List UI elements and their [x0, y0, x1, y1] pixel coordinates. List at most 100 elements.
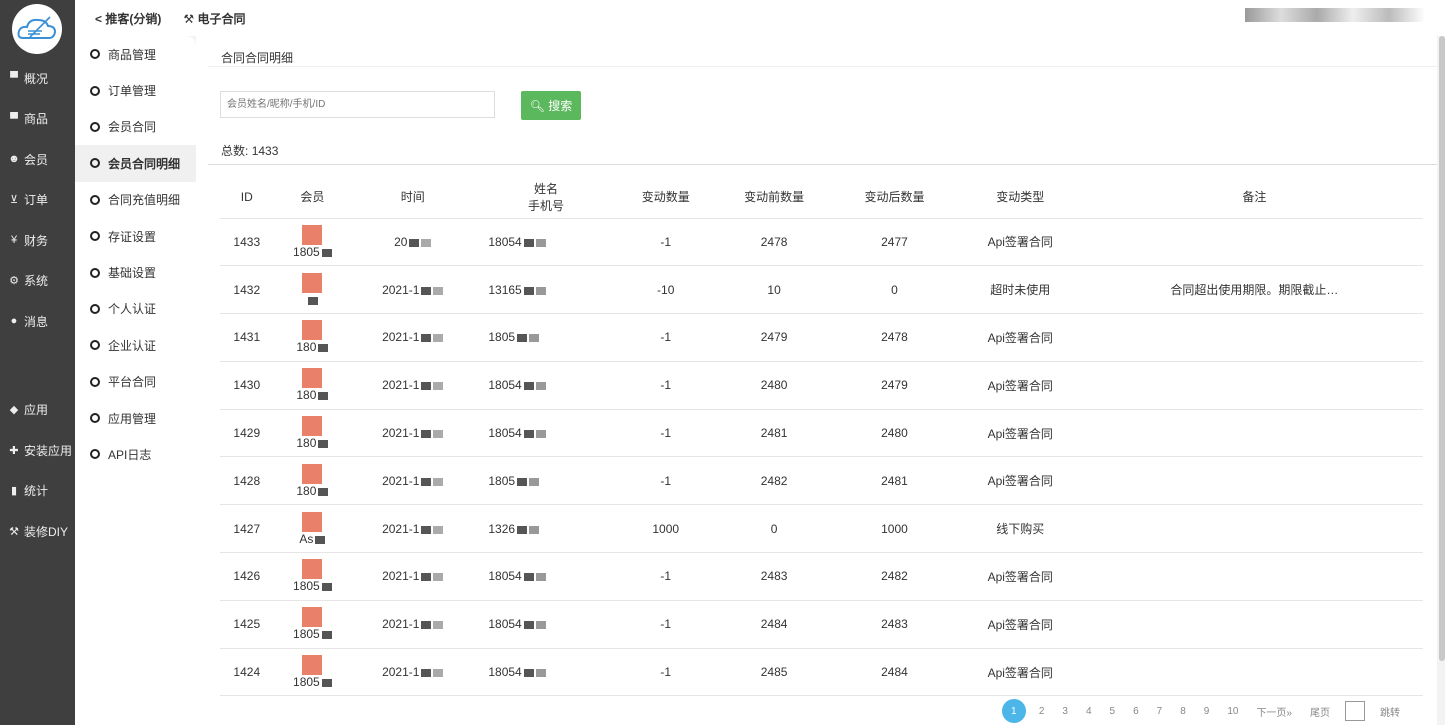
cell-change: -1	[617, 313, 714, 362]
sidebar-item[interactable]: ◆ 应用	[9, 403, 49, 418]
cell-note	[1085, 456, 1423, 506]
cell-type: Api签署合同	[954, 313, 1086, 362]
submenu-item[interactable]: 会员合同明细	[75, 145, 196, 182]
next-page[interactable]: 下一页»	[1256, 707, 1292, 719]
table-row: 1425 1805 2021-1 18054 -1 2484 2483 Api签…	[220, 600, 1423, 649]
cell-after: 2480	[834, 409, 955, 458]
cell-before: 2485	[713, 648, 835, 697]
top-nav: < 推客(分销) ⚒ 电子合同	[75, 0, 1445, 36]
cell-id: 1432	[220, 265, 274, 315]
cell-note	[1085, 313, 1423, 362]
cell-after: 2482	[834, 552, 955, 601]
page-link[interactable]: 4	[1085, 705, 1092, 717]
search-input[interactable]	[220, 91, 495, 118]
submenu-item[interactable]: 商品管理	[75, 36, 196, 72]
cell-before: 2479	[713, 313, 835, 362]
page-link[interactable]: 7	[1156, 705, 1163, 717]
cell-type: Api签署合同	[954, 218, 1086, 267]
sidebar-item[interactable]: ▮ 统计	[0, 471, 75, 512]
puzzle-icon: ✚	[9, 444, 19, 457]
submenu-item[interactable]: 企业认证	[75, 327, 196, 363]
table-row: 1424 1805 2021-1 18054 -1 2485 2484 Api签…	[220, 648, 1423, 697]
page-link[interactable]: 5	[1109, 705, 1116, 717]
cell-member: 1805	[273, 218, 352, 267]
avatar	[302, 655, 323, 676]
cell-change: -1	[617, 648, 714, 697]
topnav-referral[interactable]: < 推客(分销)	[95, 11, 162, 26]
page-link[interactable]: 6	[1133, 705, 1139, 717]
last-page[interactable]: 尾页	[1310, 707, 1330, 719]
cell-type: Api签署合同	[954, 456, 1086, 506]
sidebar-item[interactable]: ▀ 概况	[0, 58, 75, 99]
table-row: 1431 180 2021-1 1805 -1 2479 2478 Api签署合…	[220, 313, 1423, 362]
submenu-item[interactable]: 存证设置	[75, 218, 196, 254]
cell-time: 2021-1	[351, 265, 475, 315]
cell-phone: 18054	[474, 600, 618, 649]
page-link[interactable]: 2	[1038, 705, 1045, 717]
page-link[interactable]: 10	[1227, 705, 1239, 717]
submenu-item[interactable]: 平台合同	[75, 364, 196, 400]
sidebar-item[interactable]: ¥ 财务	[0, 220, 75, 261]
archive-icon: ▀	[10, 72, 18, 85]
sidebar-item[interactable]: ▀ 商品	[0, 99, 75, 140]
cell-type: 线下购买	[954, 504, 1086, 554]
avatar	[302, 368, 323, 389]
search-button[interactable]: 🔍︎ 搜索	[521, 91, 581, 120]
scrollbar[interactable]	[1439, 36, 1445, 661]
sidebar-item[interactable]: ⊻ 订单	[9, 193, 49, 208]
cell-change: -1	[617, 600, 714, 649]
sidebar-item[interactable]: ☻ 会员	[8, 152, 49, 167]
cell-type: Api签署合同	[954, 409, 1086, 458]
submenu-item[interactable]: API日志	[75, 436, 196, 472]
cell-id: 1431	[220, 313, 274, 362]
cell-note	[1085, 600, 1423, 649]
cell-type: Api签署合同	[954, 600, 1086, 649]
submenu-item[interactable]: 会员合同	[75, 109, 196, 145]
yen-icon: ¥	[10, 234, 18, 247]
submenu-item[interactable]: 应用管理	[75, 400, 196, 436]
sidebar-item[interactable]: ✚ 安装应用	[9, 443, 73, 458]
jump-button[interactable]: 跳转	[1380, 707, 1400, 719]
users-icon: ☻	[8, 153, 20, 166]
sidebar-item[interactable]: ⚒ 装修DIY	[9, 524, 69, 539]
user-info-blurred[interactable]	[1245, 8, 1425, 22]
bar-chart-icon: ▮	[10, 485, 18, 498]
comment-icon: ●	[10, 315, 18, 328]
cell-before: 2478	[713, 218, 835, 267]
circle-icon	[90, 376, 100, 387]
cell-member: 180	[273, 409, 352, 458]
topnav-econtract[interactable]: ⚒ 电子合同	[183, 11, 246, 26]
cell-id: 1430	[220, 361, 274, 410]
cell-time: 20	[351, 218, 475, 267]
cell-note	[1085, 218, 1423, 267]
page-link[interactable]: 8	[1180, 705, 1186, 717]
cell-id: 1427	[220, 504, 274, 554]
cell-type: Api签署合同	[954, 361, 1086, 410]
total-count: 总数: 1433	[221, 144, 279, 158]
sidebar-item[interactable]: ● 消息	[0, 301, 75, 342]
cell-id: 1429	[220, 409, 274, 458]
submenu-item[interactable]: 合同充值明细	[75, 182, 196, 218]
circle-icon	[90, 267, 100, 278]
col-name-phone: 姓名 手机号	[474, 176, 618, 219]
cell-type: Api签署合同	[954, 648, 1086, 697]
cell-phone: 18054	[474, 218, 618, 267]
cell-after: 2479	[834, 361, 955, 410]
page-link[interactable]: 3	[1062, 705, 1068, 717]
cell-time: 2021-1	[351, 648, 475, 697]
submenu-item[interactable]: 个人认证	[75, 291, 196, 327]
table-row: 1432 2021-1 13165 -10 10 0 超时未使用 合同超出使用期…	[220, 265, 1423, 315]
jump-input[interactable]	[1345, 701, 1365, 721]
avatar	[302, 463, 323, 484]
col-note: 备注	[1085, 176, 1423, 219]
submenu-item[interactable]: 基础设置	[75, 254, 196, 290]
cell-member: 180	[273, 361, 352, 410]
page-current[interactable]: 1	[1001, 699, 1026, 723]
avatar	[302, 416, 323, 437]
col-change: 变动数量	[617, 176, 714, 219]
main-sidebar: ▀ 概况 ▀ 商品 ☻ 会员 ⊻ 订单 ¥ 财务 ⚙ 系统 ● 消息 ◆ 应用 ✚ 安装应用 ▮ 统计 ⚒ 装修DIY	[0, 0, 75, 725]
page-link[interactable]: 9	[1203, 705, 1210, 717]
submenu-item[interactable]: 订单管理	[75, 72, 196, 108]
sidebar-item[interactable]: ⚙ 系统	[9, 274, 49, 289]
circle-icon	[90, 85, 100, 96]
